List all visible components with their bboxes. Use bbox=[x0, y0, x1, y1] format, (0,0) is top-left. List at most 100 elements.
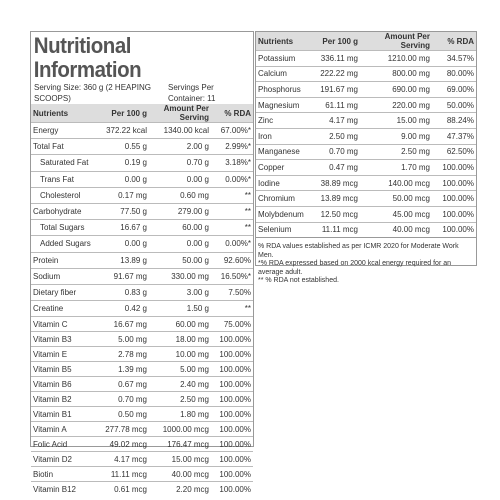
nutrient-value: 34.57% bbox=[432, 50, 476, 67]
nutrient-name: Chromium bbox=[256, 190, 314, 207]
nutrient-value: 0.61 mcg bbox=[95, 481, 149, 497]
nutrient-name: Selenium bbox=[256, 221, 314, 238]
nutrient-row: Chromium 13.89 mcg 50.00 mcg 100.00% bbox=[256, 190, 476, 207]
nutrient-row: Vitamin B2 0.70 mg 2.50 mg 100.00% bbox=[31, 391, 253, 407]
nutrient-value: 2.78 mg bbox=[95, 346, 149, 362]
nutrient-value: 40.00 mcg bbox=[360, 221, 432, 238]
nutrient-value: 92.60% bbox=[211, 251, 253, 269]
footnotes: % RDA values established as per ICMR 202… bbox=[256, 237, 476, 286]
nutrient-row: Saturated Fat 0.19 g 0.70 g 3.18%* bbox=[31, 154, 253, 172]
nutrient-value: 11.11 mcg bbox=[314, 221, 360, 238]
nutrient-value: 0.00%* bbox=[211, 170, 253, 188]
nutrient-value: 60.00 g bbox=[149, 219, 211, 236]
nutrient-value: 10.00 mg bbox=[149, 346, 211, 362]
nutrient-row: Trans Fat 0.00 g 0.00 g 0.00%* bbox=[31, 170, 253, 188]
nutrient-value: 1340.00 kcal bbox=[149, 121, 211, 139]
nutrient-value: 220.00 mg bbox=[360, 96, 432, 113]
nutrient-row: Vitamin B5 1.39 mg 5.00 mg 100.00% bbox=[31, 361, 253, 377]
header-cell: Amount Per Serving bbox=[360, 32, 432, 51]
nutrient-value: 13.89 mcg bbox=[314, 190, 360, 207]
nutrient-row: Folic Acid 49.02 mcg 176.47 mcg 100.00% bbox=[31, 436, 253, 452]
nutrient-name: Copper bbox=[256, 159, 314, 176]
nutrient-name: Molybdenum bbox=[256, 205, 314, 223]
nutrient-value: 11.11 mcg bbox=[95, 466, 149, 482]
nutrient-value: 1.80 mg bbox=[149, 406, 211, 422]
nutrient-value: 100.00% bbox=[211, 421, 253, 437]
nutrient-name: Vitamin E bbox=[31, 346, 95, 362]
nutrient-value: 100.00% bbox=[211, 346, 253, 362]
nutrient-name: Vitamin C bbox=[31, 316, 95, 332]
nutrient-value: 372.22 kcal bbox=[95, 121, 149, 139]
nutrient-name: Protein bbox=[31, 251, 95, 269]
nutrient-value: 0.00%* bbox=[211, 235, 253, 252]
header-cell: % RDA bbox=[211, 104, 253, 123]
header-cell: Nutrients bbox=[31, 104, 95, 123]
nutrient-value: 191.67 mg bbox=[314, 81, 360, 98]
servings-per-container: Servings Per Container: 11 bbox=[168, 83, 216, 103]
nutrient-row: Protein 13.89 g 50.00 g 92.60% bbox=[31, 251, 253, 269]
nutrient-value: 0.70 mg bbox=[314, 143, 360, 160]
nutrient-value: 2.00 g bbox=[149, 138, 211, 155]
nutrient-row: Phosphorus 191.67 mg 690.00 mg 69.00% bbox=[256, 81, 476, 98]
nutrient-value: ** bbox=[211, 186, 253, 204]
nutrient-row: Vitamin B1 0.50 mg 1.80 mg 100.00% bbox=[31, 406, 253, 422]
nutrient-value: 45.00 mcg bbox=[360, 205, 432, 223]
nutrient-row: Vitamin C 16.67 mg 60.00 mg 75.00% bbox=[31, 316, 253, 332]
nutrient-value: 690.00 mg bbox=[360, 81, 432, 98]
nutrient-value: 16.67 g bbox=[95, 219, 149, 236]
nutrient-name: Magnesium bbox=[256, 96, 314, 113]
nutrient-value: 0.19 g bbox=[95, 154, 149, 172]
nutrient-name: Potassium bbox=[256, 50, 314, 67]
nutrient-value: 2.20 mcg bbox=[149, 481, 211, 497]
nutrient-value: 100.00% bbox=[432, 205, 476, 223]
nutrient-name: Sodium bbox=[31, 267, 95, 285]
nutrient-value: 0.00 g bbox=[95, 235, 149, 252]
nutrient-value: 100.00% bbox=[432, 221, 476, 238]
nutrient-value: 91.67 mg bbox=[95, 267, 149, 285]
footnote: % RDA values established as per ICMR 202… bbox=[258, 243, 459, 259]
nutrient-value: 77.50 g bbox=[95, 202, 149, 220]
nutrient-value: 1.70 mg bbox=[360, 159, 432, 176]
nutrient-value: 0.00 g bbox=[95, 170, 149, 188]
nutrient-value: 0.00 g bbox=[149, 170, 211, 188]
nutrient-value: 5.00 mg bbox=[149, 361, 211, 377]
nutrient-value: 800.00 mg bbox=[360, 65, 432, 82]
nutrient-value: 50.00 g bbox=[149, 251, 211, 269]
nutrient-value: 2.50 mg bbox=[314, 127, 360, 145]
nutrient-row: Copper 0.47 mg 1.70 mg 100.00% bbox=[256, 159, 476, 176]
header-cell: Nutrients bbox=[256, 32, 314, 51]
nutrient-row: Vitamin B3 5.00 mg 18.00 mg 100.00% bbox=[31, 331, 253, 347]
nutrient-value: 16.67 mg bbox=[95, 316, 149, 332]
nutrient-value: 100.00% bbox=[432, 159, 476, 176]
nutrient-value: 140.00 mcg bbox=[360, 174, 432, 191]
serving-info: Serving Size: 360 g (2 HEAPING SCOOPS) S… bbox=[31, 82, 253, 104]
nutrient-value: 1210.00 mg bbox=[360, 50, 432, 67]
nutrient-value: 100.00% bbox=[211, 436, 253, 452]
header-cell: Per 100 g bbox=[314, 32, 360, 51]
nutrient-value: 0.55 g bbox=[95, 138, 149, 155]
nutrient-name: Vitamin B6 bbox=[31, 376, 95, 392]
nutrient-row: Sodium 91.67 mg 330.00 mg 16.50%* bbox=[31, 267, 253, 285]
nutrient-name: Vitamin D2 bbox=[31, 451, 95, 467]
nutrient-name: Calcium bbox=[256, 65, 314, 82]
nutrient-value: 7.50% bbox=[211, 283, 253, 301]
serving-size: Serving Size: 360 g (2 HEAPING SCOOPS) bbox=[34, 83, 151, 103]
nutrient-value: 100.00% bbox=[211, 376, 253, 392]
nutrient-value: 60.00 mg bbox=[149, 316, 211, 332]
nutrient-value: 3.00 g bbox=[149, 283, 211, 301]
title: Nutritional Information bbox=[33, 33, 142, 82]
nutrient-name: Vitamin B1 bbox=[31, 406, 95, 422]
nutrient-row: Cholesterol 0.17 mg 0.60 mg ** bbox=[31, 186, 253, 204]
nutrient-value: 100.00% bbox=[211, 451, 253, 467]
nutrient-value: 15.00 mg bbox=[360, 112, 432, 129]
nutrient-value: 0.47 mg bbox=[314, 159, 360, 176]
nutrient-name: Vitamin B2 bbox=[31, 391, 95, 407]
nutrient-value: 4.17 mg bbox=[314, 112, 360, 129]
nutrient-value: 0.60 mg bbox=[149, 186, 211, 204]
nutrient-value: 277.78 mcg bbox=[95, 421, 149, 437]
nutrient-name: Trans Fat bbox=[31, 170, 95, 188]
left-table: Nutrients Per 100 g Amount Per Serving% RD… bbox=[31, 104, 253, 497]
nutrient-row: Total Sugars 16.67 g 60.00 g ** bbox=[31, 219, 253, 236]
left-panel: Nutritional Information Serving Size: 36… bbox=[30, 31, 254, 497]
nutrient-value: 75.00% bbox=[211, 316, 253, 332]
